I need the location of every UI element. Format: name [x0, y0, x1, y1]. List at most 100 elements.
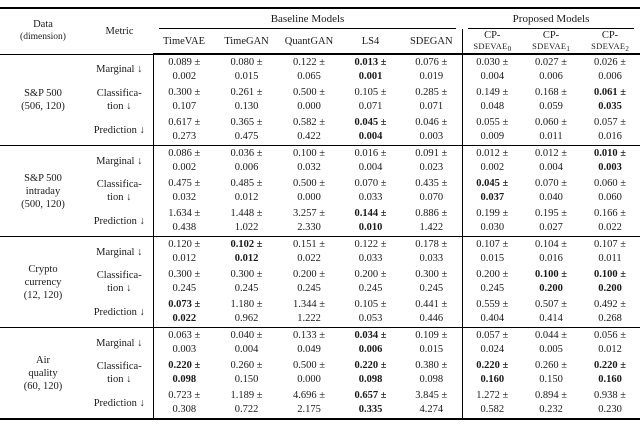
column-header-metric: Metric: [105, 25, 134, 37]
dataset-label: S&P 500 intraday (500, 120): [21, 172, 65, 210]
table-row: Classifica-tion ↓ 0.300 ±0.245 0.300 ±0.24…: [0, 267, 640, 297]
metric-label: Classifica-tion ↓: [86, 176, 154, 206]
value-cell: 0.076 ±0.019: [401, 54, 463, 85]
table-row: Prediction ↓ 0.073 ±0.022 1.180 ±0.962 1.34…: [0, 297, 640, 328]
value-cell: 0.220 ±0.160: [594, 360, 627, 385]
value-cell: 0.168 ±0.059: [535, 87, 568, 112]
data-header-line1: Data: [33, 19, 53, 31]
value-cell: 3.845 ±4.274: [401, 388, 463, 419]
value-cell: 0.034 ±0.006: [354, 330, 387, 355]
value-cell: 0.559 ±0.404: [476, 299, 509, 324]
value-cell: 1.448 ±1.022: [230, 208, 263, 233]
value-cell: 0.178 ±0.033: [401, 236, 463, 267]
value-cell: 0.723 ±0.308: [168, 390, 201, 415]
cp-subscript: 2: [625, 45, 629, 53]
dataset-group: Crypto currency (12, 120) Marginal ↓ 0.120 ±…: [0, 236, 640, 328]
value-cell: 0.046 ±0.003: [401, 115, 463, 146]
table-row: Air quality (60, 120) Marginal ↓ 0.063 ±0.00…: [0, 327, 640, 392]
value-cell: 0.199 ±0.030: [476, 208, 509, 233]
value-cell: 0.105 ±0.053: [354, 299, 387, 324]
value-cell: 0.070 ±0.040: [535, 178, 568, 203]
dataset-group: S&P 500 intraday (500, 120) Marginal ↓ 0.086…: [0, 145, 640, 237]
value-cell: 0.104 ±0.016: [535, 239, 568, 264]
value-cell: 0.261 ±0.130: [230, 87, 263, 112]
value-cell: 0.657 ±0.335: [354, 390, 387, 415]
cp-name-sub: SDEVAE0: [463, 41, 523, 53]
data-header-line2: (dimension): [20, 32, 66, 43]
table-row: Classifica-tion ↓ 0.300 ±0.107 0.261 ±0.13…: [0, 85, 640, 115]
value-cell: 0.122 ±0.033: [354, 239, 387, 264]
value-cell: 0.260 ±0.150: [535, 360, 568, 385]
cp-name-sub: SDEVAE2: [580, 41, 640, 53]
value-cell: 0.220 ±0.098: [168, 360, 201, 385]
table-row: Classifica-tion ↓ 0.475 ±0.032 0.485 ±0.01…: [0, 176, 640, 206]
table-row: Classifica-tion ↓ 0.220 ±0.098 0.260 ±0.15…: [0, 358, 640, 388]
value-cell: 0.200 ±0.245: [476, 269, 509, 294]
value-cell: 0.500 ±0.000: [292, 360, 325, 385]
value-cell: 0.200 ±0.245: [292, 269, 325, 294]
value-cell: 0.380 ±0.098: [401, 358, 463, 388]
cp-name: SDEVAE: [473, 41, 508, 51]
cp-prefix: CP-: [542, 30, 560, 41]
column-header-timevae: TimeVAE: [153, 29, 215, 55]
value-cell: 0.886 ±1.422: [401, 206, 463, 237]
column-header-cp-sdevae-2: CP- SDEVAE2: [580, 29, 640, 55]
column-header-cp-sdevae-0: CP- SDEVAE0: [462, 29, 523, 55]
column-header-sdegan: SDEGAN: [401, 29, 463, 55]
value-cell: 0.492 ±0.268: [594, 299, 627, 324]
value-cell: 0.300 ±0.107: [168, 87, 201, 112]
value-cell: 0.133 ±0.049: [292, 330, 325, 355]
value-cell: 0.056 ±0.012: [594, 330, 627, 355]
value-cell: 0.060 ±0.060: [594, 178, 627, 203]
metric-label: Marginal ↓: [86, 327, 154, 358]
cp-name: SDEVAE: [591, 41, 626, 51]
value-cell: 0.013 ±0.001: [354, 57, 387, 82]
value-cell: 0.105 ±0.071: [354, 87, 387, 112]
value-cell: 0.220 ±0.098: [354, 360, 387, 385]
value-cell: 0.300 ±0.245: [230, 269, 263, 294]
value-cell: 0.894 ±0.232: [535, 390, 568, 415]
metric-label: Prediction ↓: [86, 297, 154, 328]
column-header-data: Data (dimension): [0, 8, 86, 54]
value-cell: 0.030 ±0.004: [476, 57, 509, 82]
dataset-group: S&P 500 (506, 120) Marginal ↓ 0.089 ±0.002 0…: [0, 54, 640, 146]
value-cell: 1.272 ±0.582: [476, 390, 509, 415]
value-cell: 1.634 ±0.438: [168, 208, 201, 233]
value-cell: 0.300 ±0.245: [401, 267, 463, 297]
cp-name: SDEVAE: [532, 41, 567, 51]
value-cell: 0.060 ±0.011: [535, 117, 568, 142]
cp-name-sub: SDEVAE1: [522, 41, 580, 53]
value-cell: 0.500 ±0.000: [292, 87, 325, 112]
dataset-group: Air quality (60, 120) Marginal ↓ 0.063 ±0.00…: [0, 327, 640, 419]
value-cell: 0.045 ±0.037: [476, 178, 509, 203]
header-row-models: TimeVAE TimeGAN QuantGAN LS4 SDEGAN CP- …: [0, 29, 640, 55]
value-cell: 0.938 ±0.230: [594, 390, 627, 415]
value-cell: 0.100 ±0.032: [292, 148, 325, 173]
table-row: Prediction ↓ 1.634 ±0.438 1.448 ±1.022 3.25…: [0, 206, 640, 237]
proposed-models-label: Proposed Models: [468, 12, 635, 29]
value-cell: 0.027 ±0.006: [535, 57, 568, 82]
value-cell: 0.260 ±0.150: [230, 360, 263, 385]
value-cell: 0.144 ±0.010: [354, 208, 387, 233]
column-header-ls4: LS4: [340, 29, 401, 55]
value-cell: 0.063 ±0.003: [168, 330, 201, 355]
value-cell: 0.026 ±0.006: [594, 57, 627, 82]
table-row: S&P 500 (506, 120) Marginal ↓ 0.089 ±0.002 0…: [0, 54, 640, 112]
value-cell: 0.507 ±0.414: [535, 299, 568, 324]
value-cell: 0.617 ±0.273: [168, 117, 201, 142]
dataset-label: S&P 500 (506, 120): [21, 87, 65, 112]
value-cell: 0.070 ±0.033: [354, 178, 387, 203]
value-cell: 0.300 ±0.245: [168, 269, 201, 294]
value-cell: 1.189 ±0.722: [230, 390, 263, 415]
proposed-models-group-header: Proposed Models: [462, 8, 640, 29]
table-row: Prediction ↓ 0.723 ±0.308 1.189 ±0.722 4.69…: [0, 388, 640, 419]
metric-label: Marginal ↓: [86, 54, 154, 85]
value-cell: 0.500 ±0.000: [292, 178, 325, 203]
value-cell: 0.195 ±0.027: [535, 208, 568, 233]
results-table: Data (dimension) Metric Baseline Models …: [0, 7, 640, 420]
value-cell: 0.435 ±0.070: [401, 176, 463, 206]
table-row: Prediction ↓ 0.617 ±0.273 0.365 ±0.475 0.58…: [0, 115, 640, 146]
value-cell: 0.055 ±0.009: [476, 117, 509, 142]
value-cell: 0.441 ±0.446: [401, 297, 463, 328]
